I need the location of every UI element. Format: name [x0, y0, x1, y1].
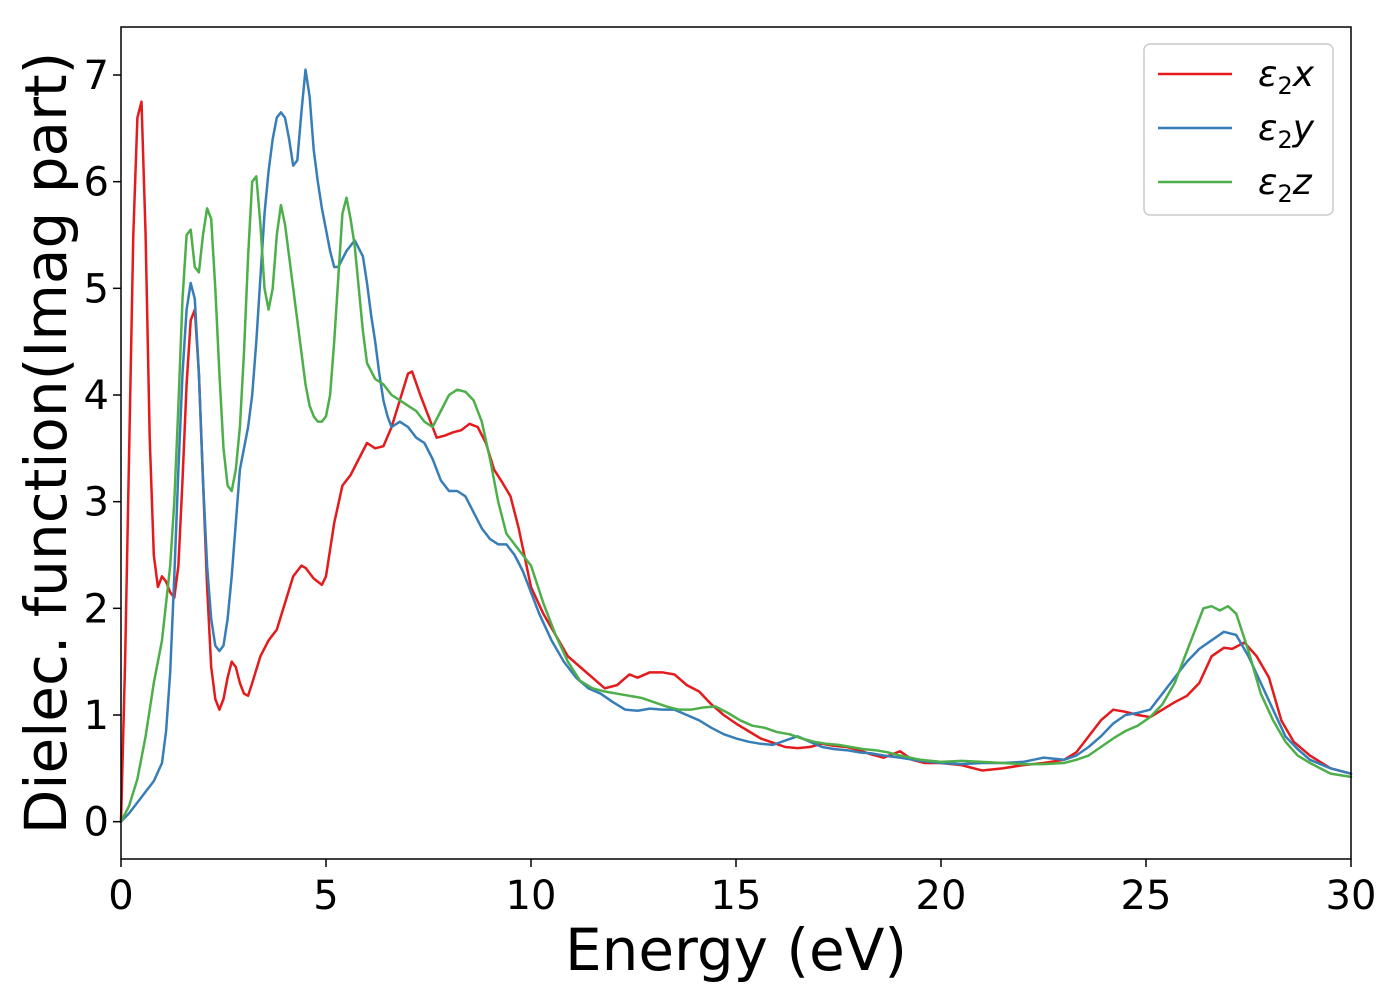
- y-tick-label: 0: [84, 800, 109, 846]
- y-tick-label: 6: [84, 160, 109, 206]
- series-line-z: [119, 175, 1353, 823]
- series-line-y: [119, 68, 1353, 823]
- y-axis-label: Dielec. function(Imag part): [12, 52, 80, 835]
- x-tick-label: 15: [711, 873, 762, 919]
- x-axis-label: Energy (eV): [565, 916, 907, 984]
- y-axis: 0 1 2 3 4 5 6 7: [84, 53, 121, 846]
- x-tick-label: 10: [506, 873, 557, 919]
- series-group: [119, 68, 1353, 823]
- y-tick-label: 4: [84, 373, 109, 419]
- y-tick-label: 3: [84, 480, 109, 526]
- legend-label-x: ε2x: [1258, 54, 1315, 100]
- y-tick-label: 2: [84, 586, 109, 632]
- y-tick-label: 7: [84, 53, 109, 99]
- x-axis: 0 5 10 15 20 25 30: [108, 859, 1376, 919]
- legend-label-y: ε2y: [1258, 108, 1315, 154]
- x-tick-label: 5: [313, 873, 338, 919]
- legend-label-z: ε2z: [1258, 162, 1313, 208]
- legend: ε2x ε2y ε2z: [1143, 43, 1334, 216]
- x-tick-label: 30: [1326, 873, 1377, 919]
- x-tick-label: 0: [108, 873, 133, 919]
- x-tick-label: 20: [916, 873, 967, 919]
- series-line-x: [119, 100, 1353, 823]
- x-tick-label: 25: [1121, 873, 1172, 919]
- y-tick-label: 1: [84, 693, 109, 739]
- y-tick-label: 5: [84, 266, 109, 312]
- legend-box: [1143, 43, 1334, 216]
